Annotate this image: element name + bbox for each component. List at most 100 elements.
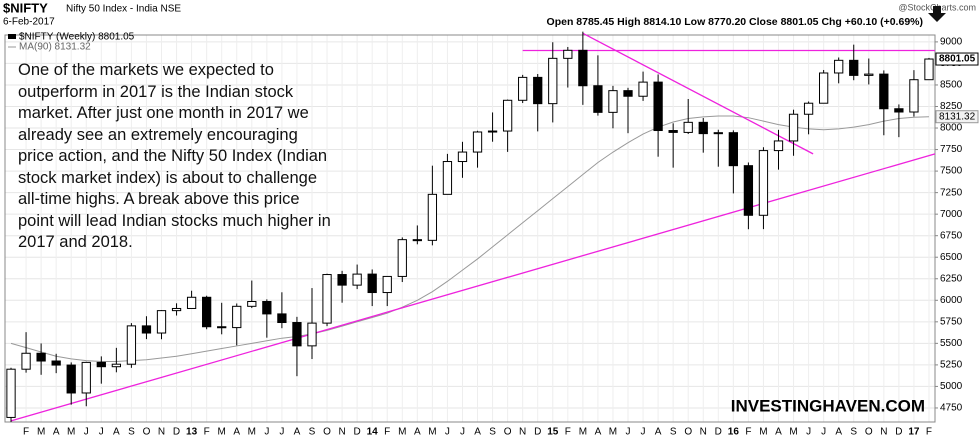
candle-body <box>728 132 738 167</box>
x-tick-label: D <box>534 427 541 438</box>
x-tick-label: F <box>745 427 751 438</box>
x-tick-label: M <box>37 427 45 438</box>
candle-body <box>442 161 453 195</box>
x-tick-label: J <box>279 427 284 438</box>
candle-body <box>608 90 618 113</box>
y-tick-label: 6500 <box>940 252 963 263</box>
y-tick-label: 8500 <box>940 80 963 91</box>
x-tick-label: M <box>248 427 256 438</box>
candle-body <box>397 239 407 277</box>
candle-body <box>653 81 663 132</box>
candle-body <box>472 131 483 153</box>
y-tick-label: 4750 <box>940 403 963 414</box>
date: 6-Feb-2017 <box>3 17 55 28</box>
watermark: INVESTINGHAVEN.COM <box>731 396 925 415</box>
candle-body <box>412 239 422 242</box>
candle-body <box>909 79 919 113</box>
candle-body <box>367 273 377 294</box>
x-tick-label: S <box>850 427 857 438</box>
candle-body <box>788 113 799 142</box>
x-tick-label: J <box>641 427 646 438</box>
quote: Open 8785.45 High 8814.10 Low 8770.20 Cl… <box>547 16 923 28</box>
ma-line <box>10 115 929 362</box>
legend-entry: MA(90) 8131.32 <box>19 42 91 53</box>
price-tag: 8131.32 <box>939 111 976 122</box>
x-tick-label: S <box>309 427 316 438</box>
y-tick-label: 5500 <box>940 338 963 349</box>
x-tick-label: S <box>670 427 677 438</box>
candle-body <box>262 300 272 315</box>
y-tick-label: 7000 <box>940 209 963 220</box>
candle-body <box>924 58 934 81</box>
y-tick-label: 6000 <box>940 295 963 306</box>
candle-body <box>382 275 392 294</box>
annotation: One of the markets we expected to outper… <box>18 61 331 251</box>
x-tick-label: J <box>445 427 450 438</box>
trend-line <box>10 153 936 422</box>
legend-icon <box>8 34 16 39</box>
x-tick-label: S <box>128 427 135 438</box>
candle-body <box>773 140 784 152</box>
x-tick-label: J <box>264 427 269 438</box>
x-tick-label: A <box>113 427 120 438</box>
y-tick-label: 8250 <box>940 101 963 112</box>
y-tick-label: 5250 <box>940 360 963 371</box>
y-tick-label: 6250 <box>940 273 963 284</box>
y-tick-label: 5750 <box>940 316 963 327</box>
candle-body <box>217 326 227 329</box>
x-tick-label: A <box>835 427 842 438</box>
candle-body <box>232 305 242 329</box>
x-tick-label: J <box>626 427 631 438</box>
candle-body <box>141 325 152 334</box>
candle-body <box>834 59 844 74</box>
x-tick-label: J <box>806 427 811 438</box>
candle-body <box>277 313 287 324</box>
y-tick-label: 9000 <box>940 37 963 48</box>
candle-body <box>518 76 528 101</box>
candle-body <box>307 322 317 347</box>
candle-body <box>819 72 829 104</box>
x-tick-label: D <box>715 427 722 438</box>
y-tick-label: 6750 <box>940 230 963 241</box>
x-tick-label: O <box>504 427 512 438</box>
candle-body <box>864 73 874 76</box>
candle-body <box>533 76 543 105</box>
candle-body <box>21 352 31 370</box>
candle-body <box>111 363 121 368</box>
y-tick-label: 7250 <box>940 187 963 198</box>
y-tick-label: 5000 <box>940 381 963 392</box>
candle-body <box>593 85 603 113</box>
chart-subtitle: Nifty 50 Index - India NSE <box>66 4 181 15</box>
price-tag-box <box>935 52 979 66</box>
x-tick-label: D <box>895 427 902 438</box>
x-tick-label: D <box>173 427 180 438</box>
x-tick-label: M <box>218 427 226 438</box>
trend-line <box>582 32 814 155</box>
candle-body <box>81 361 91 394</box>
candle-body <box>578 49 588 87</box>
candle-body <box>487 130 498 133</box>
x-tick-label: A <box>655 427 662 438</box>
arrow-icon <box>928 6 946 22</box>
x-tick-label: A <box>233 427 240 438</box>
candle-body <box>713 132 723 135</box>
x-tick-label: 15 <box>547 427 559 438</box>
candle-body <box>849 59 859 76</box>
candle-body <box>668 130 678 133</box>
x-tick-label: N <box>700 427 707 438</box>
candle-body <box>698 121 708 135</box>
candle-body <box>879 73 889 110</box>
candle-body <box>186 296 197 309</box>
x-tick-label: 13 <box>186 427 198 438</box>
x-tick-label: A <box>294 427 301 438</box>
price-tag-box <box>935 110 979 124</box>
candle-body <box>322 274 332 324</box>
y-tick-label: 8000 <box>940 123 963 134</box>
x-tick-label: M <box>759 427 767 438</box>
candle-body <box>502 99 513 132</box>
candle-body <box>292 322 302 347</box>
x-tick-label: M <box>609 427 617 438</box>
plot-frame <box>4 34 936 423</box>
candle-body <box>623 90 633 97</box>
candle-body <box>171 307 182 312</box>
